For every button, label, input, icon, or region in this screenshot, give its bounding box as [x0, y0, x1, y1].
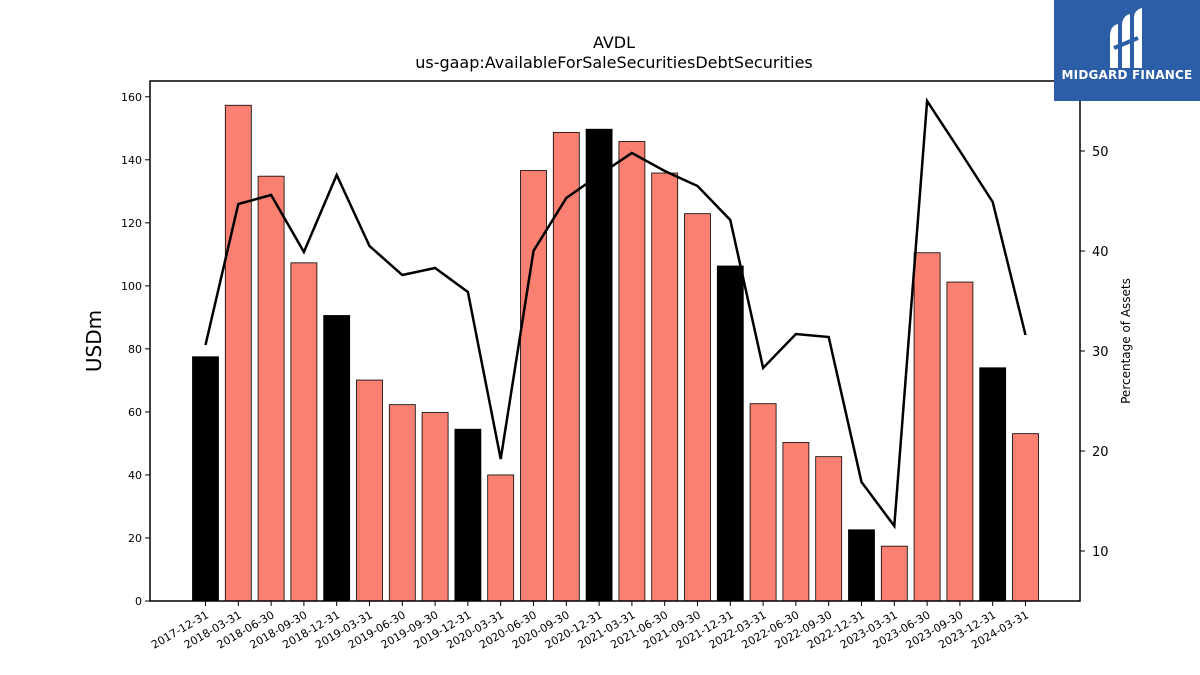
bar-2018-03-31 — [224, 104, 252, 602]
right-tick-label-30: 30 — [1092, 345, 1109, 360]
bar-2022-03-31 — [749, 403, 777, 602]
bar-2018-12-31 — [323, 315, 351, 602]
y-tick-label-60: 60 — [128, 406, 142, 419]
y-tick-label-100: 100 — [121, 280, 142, 293]
percentage-line — [204, 97, 1027, 530]
bar-2021-12-31 — [716, 265, 744, 602]
bar-2019-06-30 — [388, 404, 416, 602]
y-tick-label-120: 120 — [121, 217, 142, 230]
y-tick-label-20: 20 — [128, 532, 142, 545]
logo-mark-icon — [1110, 8, 1142, 68]
bar-2020-09-30 — [552, 131, 580, 602]
right-tick-label-20: 20 — [1092, 445, 1109, 460]
plot-frame — [149, 80, 1081, 602]
chart-title: AVDL — [593, 33, 635, 52]
bars-layer — [192, 104, 1039, 602]
bar-2024-03-31 — [1012, 433, 1039, 602]
bar-2020-06-30 — [520, 170, 547, 602]
bar-2023-12-31 — [979, 367, 1007, 602]
right-tick-label-40: 40 — [1092, 245, 1109, 260]
bar-2023-09-30 — [946, 281, 974, 602]
y-tick-label-40: 40 — [128, 469, 142, 482]
bar-2019-12-31 — [454, 428, 482, 602]
right-axis-label: Percentage of Assets — [1119, 278, 1133, 404]
y-tick-label-160: 160 — [121, 91, 142, 104]
bar-2019-09-30 — [421, 412, 449, 602]
x-axis: 2017-12-312018-03-312018-06-302018-09-30… — [149, 601, 1031, 652]
bar-2019-03-31 — [356, 379, 383, 602]
bar-2022-06-30 — [782, 442, 810, 602]
bar-2021-03-31 — [618, 141, 646, 602]
logo-text: MIDGARD FINANCE — [1061, 68, 1193, 82]
y-tick-label-80: 80 — [128, 343, 142, 356]
chart-subtitle: us-gaap:AvailableForSaleSecuritiesDebtSe… — [415, 53, 813, 72]
bar-2018-09-30 — [290, 262, 318, 602]
bar-2020-03-31 — [487, 474, 515, 602]
right-tick-label-10: 10 — [1092, 545, 1109, 560]
midgard-finance-logo: MIDGARD FINANCE — [1054, 0, 1200, 101]
bar-2020-12-31 — [585, 128, 613, 602]
bar-2017-12-31 — [192, 356, 219, 602]
bar-2022-12-31 — [848, 529, 875, 602]
right-tick-label-50: 50 — [1092, 145, 1109, 160]
bar-2018-06-30 — [257, 175, 285, 602]
bar-2022-09-30 — [815, 456, 843, 602]
left-axis: 0 20 40 60 80 100 120 140 160 — [121, 91, 150, 608]
y-tick-label-0: 0 — [135, 595, 142, 608]
y-axis-label: USDm — [82, 310, 106, 372]
y-tick-label-140: 140 — [121, 154, 142, 167]
bar-2021-09-30 — [684, 213, 711, 602]
bar-2021-06-30 — [651, 172, 679, 602]
right-axis: 10 20 30 40 50 — [1080, 145, 1109, 560]
line-layer — [204, 97, 1027, 530]
bar-2023-03-31 — [880, 545, 908, 602]
bar-2023-06-30 — [913, 252, 941, 602]
